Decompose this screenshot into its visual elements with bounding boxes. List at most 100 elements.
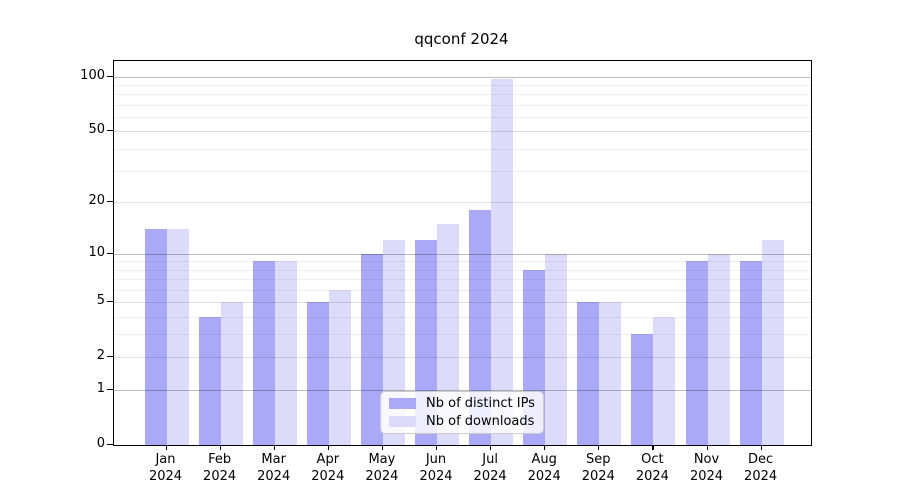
y-tick-mark — [107, 444, 113, 446]
bar-nb-of-distinct-ips-mar — [252, 261, 275, 445]
x-tick-month: Apr — [316, 452, 340, 467]
legend-swatch-downloads — [389, 416, 416, 428]
x-tick-label-apr: Apr 2024 — [296, 451, 360, 485]
x-tick-mark — [706, 445, 708, 450]
bar-nb-of-distinct-ips-dec — [739, 261, 762, 445]
y-tick-mark — [107, 388, 113, 390]
y-tick-label: 50 — [88, 122, 105, 138]
x-tick-year: 2024 — [635, 469, 669, 484]
bar-nb-of-downloads-jan — [166, 228, 189, 445]
x-tick-label-feb: Feb 2024 — [188, 451, 252, 485]
x-tick-label-oct: Oct 2024 — [620, 451, 684, 485]
x-tick-label-jun: Jun 2024 — [404, 451, 468, 485]
x-tick-mark — [436, 445, 438, 450]
x-tick-month: Aug — [531, 452, 557, 467]
y-tick-mark — [107, 301, 113, 303]
y-tick-label: 20 — [88, 193, 105, 208]
bar-nb-of-downloads-mar — [274, 261, 297, 445]
x-tick-label-may: May 2024 — [350, 451, 414, 485]
x-tick-month: Jan — [155, 452, 176, 467]
x-tick-year: 2024 — [744, 469, 778, 484]
x-tick-month: Jun — [425, 452, 447, 467]
bar-nb-of-distinct-ips-apr — [306, 302, 329, 445]
grid-line — [114, 131, 811, 133]
legend-row-downloads: Nb of downloads — [389, 413, 535, 432]
chart-title: qqconf 2024 — [414, 30, 509, 48]
y-tick-mark — [107, 356, 113, 358]
y-tick-mark — [107, 252, 113, 254]
grid-line — [114, 94, 811, 96]
bar-nb-of-downloads-sep — [599, 302, 622, 445]
bar-nb-of-downloads-dec — [761, 240, 784, 445]
x-tick-label-dec: Dec 2024 — [729, 451, 793, 485]
grid-line — [114, 76, 811, 78]
x-tick-mark — [544, 445, 546, 450]
bar-nb-of-downloads-jul — [491, 79, 514, 445]
x-tick-mark — [598, 445, 600, 450]
y-tick-label: 1 — [96, 380, 105, 396]
bar-nb-of-distinct-ips-jan — [144, 228, 167, 445]
grid-line — [114, 170, 811, 172]
bar-nb-of-distinct-ips-jul — [469, 210, 492, 445]
bar-nb-of-downloads-nov — [707, 253, 730, 445]
legend: Nb of distinct IPs Nb of downloads — [380, 391, 544, 434]
bar-nb-of-downloads-feb — [220, 302, 243, 445]
bar-nb-of-distinct-ips-oct — [631, 334, 654, 445]
legend-row-distinct-ips: Nb of distinct IPs — [389, 394, 535, 413]
x-tick-label-jul: Jul 2024 — [458, 451, 522, 485]
x-tick-mark — [273, 445, 275, 450]
grid-line — [114, 84, 811, 86]
x-tick-month: Nov — [693, 452, 720, 467]
y-tick-label: 5 — [96, 293, 105, 308]
x-tick-label-sep: Sep 2024 — [566, 451, 630, 485]
x-tick-month: May — [368, 452, 396, 467]
y-tick-label: 2 — [96, 348, 105, 364]
x-tick-label-nov: Nov 2024 — [675, 451, 739, 485]
x-tick-label-mar: Mar 2024 — [242, 451, 306, 485]
x-tick-year: 2024 — [311, 469, 345, 484]
x-tick-mark — [652, 445, 654, 450]
grid-line — [114, 104, 811, 106]
bar-nb-of-distinct-ips-sep — [577, 302, 600, 445]
x-tick-mark — [760, 445, 762, 450]
x-tick-month: Mar — [261, 452, 286, 467]
y-tick-mark — [107, 130, 113, 132]
x-tick-year: 2024 — [527, 469, 561, 484]
bar-nb-of-downloads-jun — [437, 223, 459, 445]
legend-swatch-distinct-ips — [389, 397, 416, 409]
x-tick-year: 2024 — [365, 469, 399, 484]
x-tick-month: Feb — [208, 452, 232, 467]
bar-nb-of-distinct-ips-nov — [685, 261, 708, 445]
bar-nb-of-downloads-aug — [545, 253, 568, 445]
x-tick-year: 2024 — [203, 469, 237, 484]
bar-nb-of-distinct-ips-may — [360, 253, 383, 445]
plot-area: Nb of distinct IPs Nb of downloads — [113, 60, 812, 446]
x-tick-year: 2024 — [473, 469, 507, 484]
x-tick-mark — [490, 445, 492, 450]
x-tick-mark — [219, 445, 221, 450]
bar-nb-of-downloads-apr — [328, 289, 351, 445]
y-tick-label: 100 — [80, 67, 105, 83]
x-tick-mark — [327, 445, 329, 450]
legend-label-downloads: Nb of downloads — [426, 414, 535, 430]
grid-line — [114, 116, 811, 118]
bar-nb-of-downloads-oct — [653, 316, 676, 445]
x-tick-mark — [381, 445, 384, 450]
x-tick-month: Sep — [586, 452, 611, 467]
x-tick-year: 2024 — [689, 469, 724, 484]
x-tick-year: 2024 — [257, 469, 291, 484]
grid-line — [114, 202, 811, 203]
x-tick-year: 2024 — [419, 469, 453, 484]
y-tick-label: 10 — [88, 244, 105, 260]
bar-nb-of-distinct-ips-feb — [198, 316, 221, 445]
x-tick-year: 2024 — [148, 469, 183, 484]
x-tick-month: Dec — [748, 452, 774, 467]
legend-label-distinct-ips: Nb of distinct IPs — [426, 395, 535, 411]
x-tick-label-jan: Jan 2024 — [134, 451, 198, 485]
y-tick-label: 0 — [96, 436, 105, 451]
x-tick-month: Oct — [641, 452, 664, 467]
grid-line — [114, 148, 811, 150]
x-tick-mark — [165, 445, 167, 450]
y-tick-mark — [107, 75, 113, 77]
